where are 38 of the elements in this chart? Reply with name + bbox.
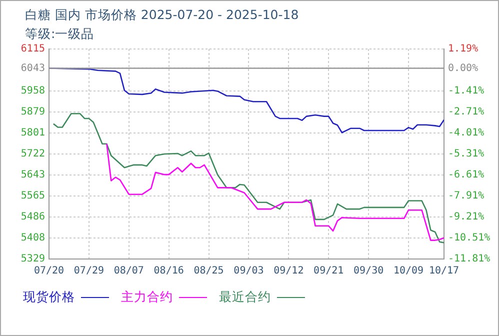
x-tick-label: 08/07 [114, 266, 144, 277]
y2-tick-label: -9.21% [448, 212, 484, 223]
x-tick-label: 09/21 [314, 266, 344, 277]
y-tick-label: 5722 [20, 148, 45, 160]
y2-tick-label: -11.81% [448, 254, 490, 265]
y2-tick-label: 1.19% [448, 44, 478, 55]
y-tick-label: 5565 [20, 190, 45, 202]
x-tick-label: 10/17 [428, 266, 460, 277]
x-tick-label: 09/03 [234, 266, 264, 277]
x-tick-label: 08/25 [194, 266, 224, 277]
legend-label: 最近合约 [219, 289, 271, 304]
y2-tick-label: -1.41% [448, 86, 484, 97]
x-tick-label: 08/16 [154, 266, 184, 277]
legend-label: 现货价格 [23, 289, 75, 304]
chart-subtitle: 等级:一级品 [25, 26, 94, 43]
y2-tick-label: -6.61% [448, 170, 484, 181]
y-tick-label: 5486 [20, 212, 45, 223]
y-tick-label: 5958 [20, 86, 45, 97]
y-tick-label: 5329 [20, 254, 45, 265]
legend-label: 主力合约 [121, 289, 173, 304]
y2-tick-label: -7.91% [448, 190, 484, 202]
x-tick-label: 07/29 [74, 266, 104, 277]
y-tick-label: 5643 [20, 170, 45, 181]
chart-title: 白糖 国内 市场价格 2025-07-20 - 2025-10-18 [25, 7, 299, 24]
y2-tick-label: -10.51% [448, 232, 490, 244]
y-tick-label: 6043 [20, 62, 45, 74]
y2-tick-label: 0.00% [448, 62, 478, 74]
x-tick-label: 10/09 [393, 266, 424, 277]
x-tick-label: 07/20 [34, 266, 64, 277]
y-tick-label: 5801 [20, 127, 45, 138]
y2-tick-label: -2.71% [448, 106, 484, 118]
y2-tick-label: -4.01% [448, 128, 484, 139]
y2-tick-label: -5.31% [448, 148, 484, 160]
y-tick-label: 5408 [20, 232, 45, 244]
y-tick-label: 5879 [20, 106, 45, 118]
x-tick-label: 09/12 [274, 266, 304, 277]
y-tick-label: 6115 [20, 44, 45, 55]
x-tick-label: 09/30 [353, 266, 384, 277]
